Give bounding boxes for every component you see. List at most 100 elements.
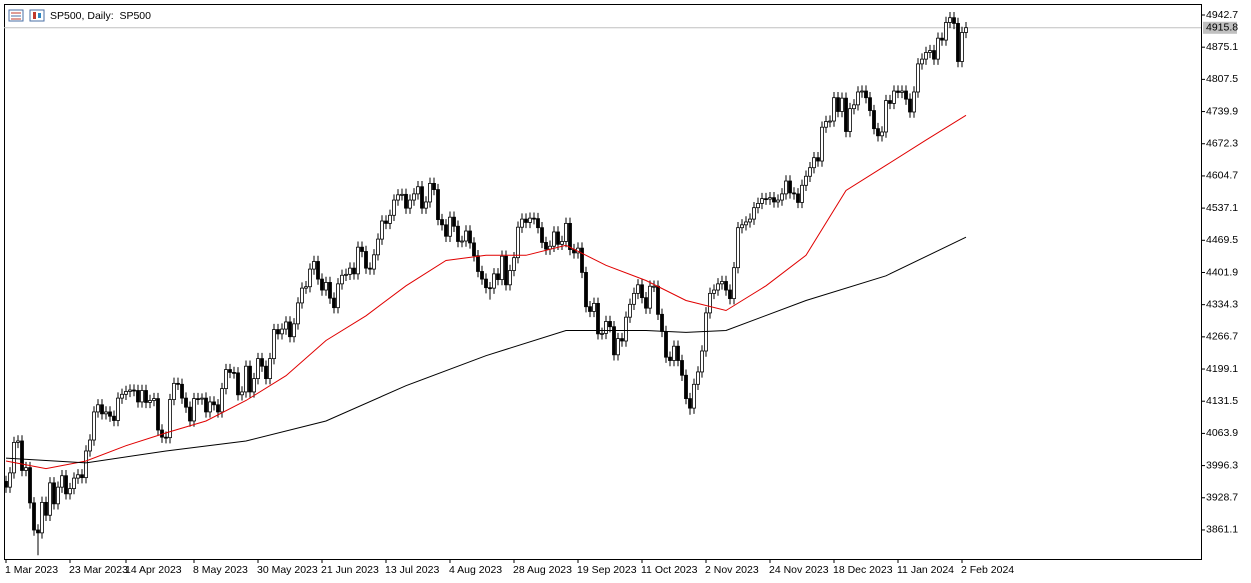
candle-body xyxy=(380,220,384,240)
y-tick-label: 4063.9 xyxy=(1206,427,1238,439)
candle-body xyxy=(700,350,704,373)
plot-frame xyxy=(4,4,1202,560)
candle-body xyxy=(300,287,304,304)
candle-body xyxy=(848,108,852,132)
candle-body xyxy=(760,198,764,204)
candle-body xyxy=(800,184,804,203)
x-tick-label: 14 Apr 2023 xyxy=(125,564,182,576)
candle-body xyxy=(956,23,960,62)
candle-body xyxy=(216,404,220,413)
candle-body xyxy=(884,100,888,133)
candle-body xyxy=(440,219,444,226)
candle-body xyxy=(208,401,212,413)
candle-body xyxy=(708,292,712,314)
candle-body xyxy=(344,273,348,276)
x-tick-label: 4 Aug 2023 xyxy=(449,564,502,576)
candle-body xyxy=(152,398,156,401)
candle-body xyxy=(660,313,664,332)
candle-body xyxy=(752,207,756,220)
candle-body xyxy=(792,192,796,195)
candle-body xyxy=(612,326,616,356)
candle-body xyxy=(176,382,180,385)
candle-body xyxy=(672,345,676,361)
candle-body xyxy=(652,285,656,288)
candle-body xyxy=(188,406,192,422)
candle-body xyxy=(588,306,592,312)
candle-body xyxy=(480,271,484,280)
moving-average xyxy=(5,114,967,470)
candle-body xyxy=(560,241,564,245)
candle-body xyxy=(280,328,284,335)
candle-body xyxy=(476,255,480,272)
y-tick-label: 4266.7 xyxy=(1206,331,1238,343)
candle-body xyxy=(452,216,456,227)
candle-body xyxy=(784,180,788,195)
candle-body xyxy=(328,282,332,299)
candle-body xyxy=(532,217,536,220)
candle-body xyxy=(44,501,48,516)
candle-body xyxy=(684,374,688,399)
candle-body xyxy=(816,157,820,162)
chart-title: SP500, Daily: SP500 xyxy=(50,10,151,22)
candle-body xyxy=(916,63,920,93)
candle-body xyxy=(812,157,816,169)
x-tick-label: 19 Sep 2023 xyxy=(577,564,637,576)
candle-body xyxy=(748,218,752,223)
candle-body xyxy=(460,240,464,243)
x-tick-label: 11 Oct 2023 xyxy=(641,564,698,576)
candle-body xyxy=(136,390,140,403)
candle-body xyxy=(172,382,176,400)
candle-body xyxy=(284,321,288,330)
candle-body xyxy=(256,358,260,380)
x-tick-label: 2 Feb 2024 xyxy=(961,564,1014,576)
x-tick-label: 28 Aug 2023 xyxy=(513,564,572,576)
candle-body xyxy=(564,222,568,242)
plot-area xyxy=(4,11,1201,556)
candle-body xyxy=(604,321,608,334)
candle-body xyxy=(856,91,860,106)
candle-body xyxy=(656,285,660,315)
y-tick-label: 4672.3 xyxy=(1206,138,1238,150)
candle-body xyxy=(372,254,376,270)
candle-body xyxy=(932,50,936,60)
candle-body xyxy=(420,186,424,209)
candle-body xyxy=(740,224,744,229)
candle-body xyxy=(636,284,640,294)
candle-body xyxy=(496,273,500,280)
candle-body xyxy=(820,126,824,162)
candle-body xyxy=(68,488,72,495)
candle-body xyxy=(428,182,432,203)
candle-body xyxy=(112,415,116,421)
candle-body xyxy=(224,369,228,390)
x-tick-label: 24 Nov 2023 xyxy=(769,564,829,576)
candle-body xyxy=(488,287,492,290)
candle-body xyxy=(312,261,316,270)
candle-body xyxy=(272,329,276,360)
candle-body xyxy=(424,201,428,209)
candle-body xyxy=(620,338,624,342)
candle-body xyxy=(192,398,196,422)
candle-body xyxy=(288,321,292,338)
candle-body xyxy=(12,442,16,474)
candle-body xyxy=(568,222,572,250)
x-tick-label: 21 Jun 2023 xyxy=(321,564,379,576)
candle-body xyxy=(732,267,736,300)
candle-body xyxy=(456,225,460,242)
y-tick-label: 4334.3 xyxy=(1206,298,1238,310)
candle-body xyxy=(796,193,800,203)
candle-body xyxy=(600,332,604,335)
candle-body xyxy=(116,397,120,421)
candle-body xyxy=(336,283,340,309)
candle-body xyxy=(248,365,252,393)
candle-body xyxy=(264,365,268,380)
candle-body xyxy=(412,193,416,201)
candle-body xyxy=(124,391,128,395)
candle-body xyxy=(128,389,132,392)
candle-body xyxy=(664,331,668,358)
candle-body xyxy=(332,297,336,309)
candle-body xyxy=(716,283,720,291)
candle-body xyxy=(296,302,300,325)
candle-body xyxy=(204,397,208,413)
